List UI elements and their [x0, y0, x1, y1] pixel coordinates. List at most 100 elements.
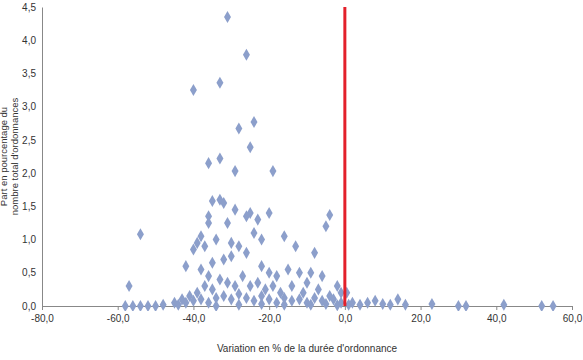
point — [126, 280, 133, 292]
point — [190, 295, 197, 307]
y-tick: 3,5 — [22, 68, 42, 79]
point — [307, 299, 314, 311]
x-tick-label: 60,0 — [563, 313, 583, 324]
y-tick-label: 1,0 — [22, 234, 36, 245]
point — [372, 295, 379, 307]
point — [538, 300, 545, 311]
point — [269, 165, 276, 177]
point — [349, 297, 356, 309]
point — [455, 300, 462, 311]
x-tick: 20,0 — [411, 306, 431, 324]
point — [220, 290, 227, 302]
point — [296, 293, 303, 305]
y-tick: 2,5 — [22, 135, 42, 146]
point — [322, 220, 329, 232]
y-tick-label: 4,5 — [22, 2, 36, 13]
point — [205, 157, 212, 169]
point — [209, 195, 216, 207]
point — [315, 283, 322, 295]
y-tick-label: 3,0 — [22, 101, 36, 112]
y-tick: 2,0 — [22, 168, 42, 179]
chart: -80,0-60,0-40,0-20,00,020,040,060,00,00,… — [0, 0, 583, 360]
point — [213, 234, 220, 246]
x-tick-label: -60,0 — [107, 313, 130, 324]
x-tick-mark — [193, 306, 194, 310]
point — [251, 227, 258, 239]
point — [247, 141, 254, 153]
point — [232, 280, 239, 292]
point — [296, 267, 303, 279]
y-tick: 1,5 — [22, 201, 42, 212]
point — [190, 243, 197, 255]
point — [224, 277, 231, 289]
point — [273, 270, 280, 282]
point — [266, 293, 273, 305]
point — [216, 77, 223, 89]
point — [205, 297, 212, 309]
point — [292, 240, 299, 252]
y-tick: 0,0 — [22, 301, 42, 312]
point — [304, 277, 311, 289]
y-tick-label: 0,0 — [22, 301, 36, 312]
point — [254, 277, 261, 289]
point — [235, 288, 242, 300]
reference-line — [343, 7, 346, 306]
point — [334, 299, 341, 311]
y-tick-label: 3,5 — [22, 68, 36, 79]
point — [220, 253, 227, 265]
x-tick-mark — [345, 306, 346, 310]
x-tick-mark — [496, 306, 497, 310]
point — [239, 270, 246, 282]
point — [269, 280, 276, 292]
y-tick: 4,5 — [22, 2, 42, 13]
point — [228, 237, 235, 249]
point — [175, 299, 182, 311]
x-tick-label: 0,0 — [338, 313, 352, 324]
y-axis-line — [42, 8, 43, 307]
y-tick-label: 0,5 — [22, 267, 36, 278]
points — [122, 7, 557, 311]
point — [220, 197, 227, 209]
x-tick: 60,0 — [563, 306, 583, 324]
x-tick: -40,0 — [183, 306, 206, 324]
point — [122, 300, 129, 311]
x-tick-mark — [42, 306, 43, 310]
point — [152, 300, 159, 311]
point — [145, 300, 152, 311]
x-tick-label: -80,0 — [31, 313, 54, 324]
point — [322, 298, 329, 310]
point — [243, 49, 250, 61]
point — [254, 214, 261, 226]
point — [209, 257, 216, 269]
x-tick-mark — [421, 306, 422, 310]
point — [201, 240, 208, 252]
point — [160, 299, 167, 311]
point — [216, 273, 223, 285]
point — [243, 292, 250, 304]
point — [500, 299, 507, 311]
point — [379, 298, 386, 310]
point — [258, 260, 265, 272]
point — [216, 152, 223, 164]
point — [190, 84, 197, 96]
point — [232, 165, 239, 177]
point — [319, 270, 326, 282]
point — [311, 247, 318, 259]
point — [201, 280, 208, 292]
point — [235, 299, 242, 311]
point — [266, 207, 273, 219]
point — [394, 293, 401, 305]
point — [288, 280, 295, 292]
point — [326, 209, 333, 221]
point — [182, 297, 189, 309]
y-tick-label: 2,0 — [22, 168, 36, 179]
y-axis-title: Part en pourcentage dunombre total d'ord… — [0, 98, 20, 216]
y-axis: 0,00,51,01,52,02,53,03,54,04,5 — [22, 2, 42, 312]
point — [235, 240, 242, 252]
y-axis-title-line: Part en pourcentage du — [0, 107, 9, 206]
y-tick: 1,0 — [22, 234, 42, 245]
x-tick-mark — [572, 306, 573, 310]
point — [213, 300, 220, 311]
point — [364, 297, 371, 309]
point — [288, 295, 295, 307]
